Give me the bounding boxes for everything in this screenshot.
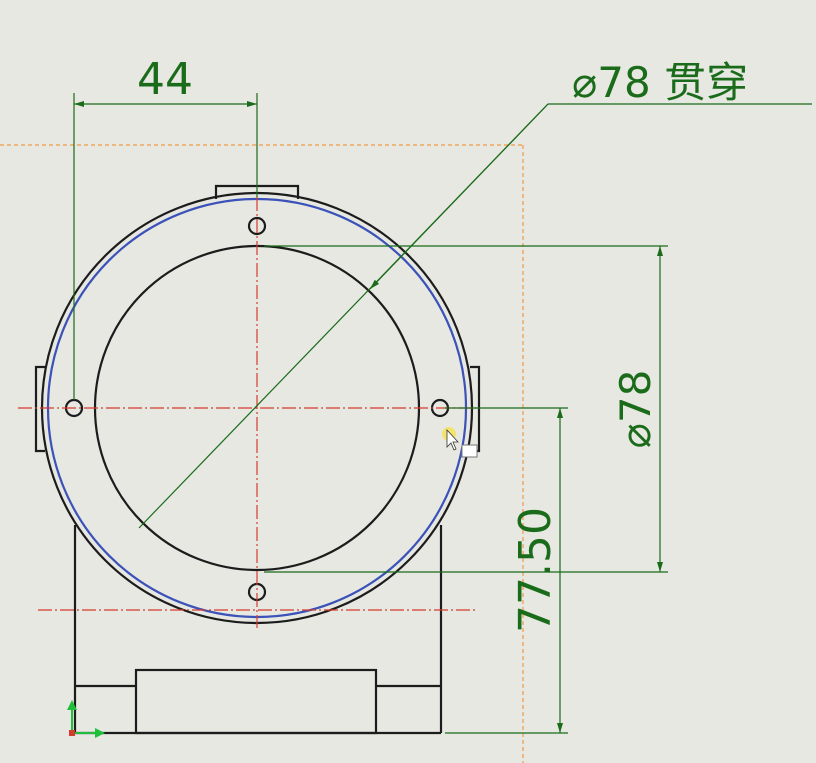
center-lines [18,197,476,628]
dimension-diameter-callout[interactable]: ⌀78 贯穿 [572,58,748,107]
sketch-reference-lines [0,144,525,763]
cursor-pointer-icon [442,427,478,458]
dimension-diameter-vertical[interactable]: ⌀78 [611,370,660,449]
bolt-hole-top [247,216,267,236]
dimension-44[interactable]: 44 [137,54,193,105]
dimension-lines [73,93,812,734]
dimension-77-50[interactable]: 77.50 [510,507,561,633]
axis-triad-icon [67,700,105,738]
